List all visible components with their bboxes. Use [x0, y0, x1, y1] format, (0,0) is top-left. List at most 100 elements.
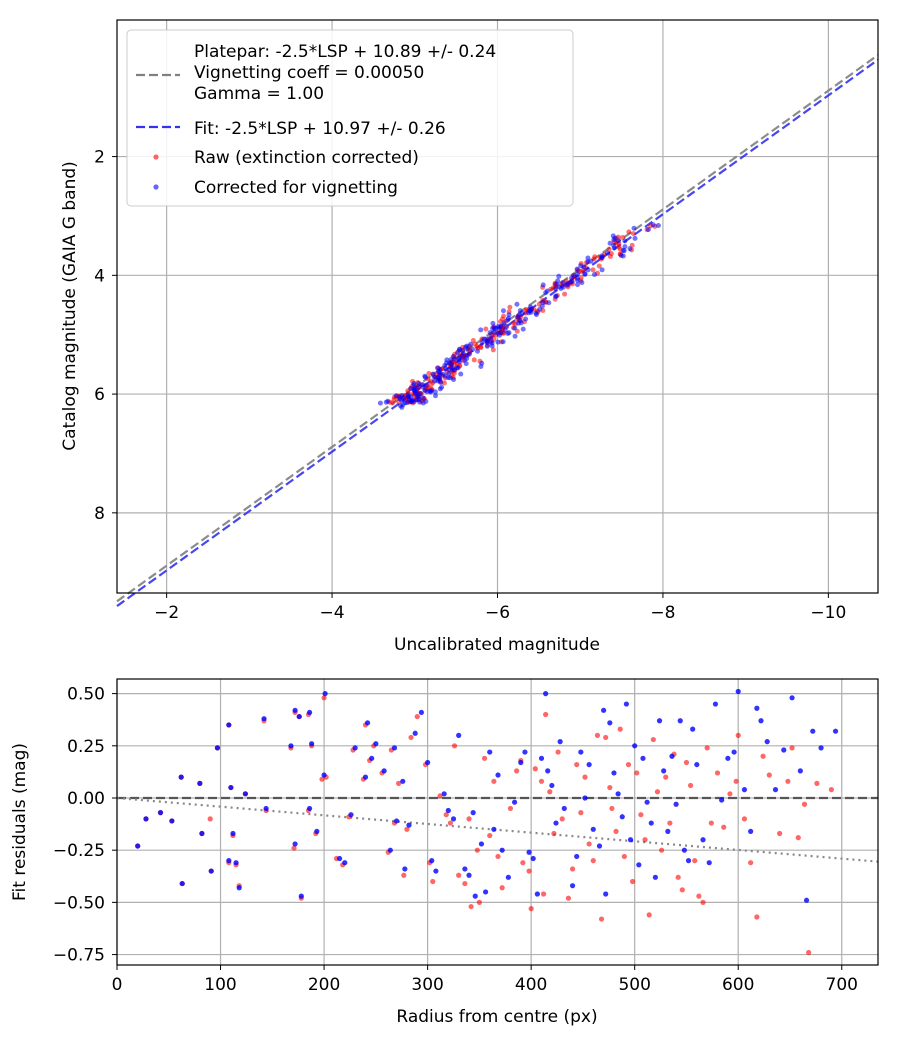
raw-residual-point	[613, 828, 619, 834]
raw-residual-point	[679, 887, 685, 893]
corrected-point	[525, 310, 531, 316]
raw-residual-point	[526, 868, 532, 874]
raw-residual-point	[704, 745, 710, 751]
corrected-residual-point	[648, 820, 654, 826]
corrected-residual-point	[425, 759, 431, 766]
raw-residual-point	[437, 793, 443, 799]
corrected-point	[599, 254, 605, 260]
corrected-residual-point	[685, 858, 692, 864]
corrected-point	[569, 279, 575, 285]
bottom-grid	[116, 679, 878, 965]
corrected-point	[446, 370, 452, 376]
corrected-point	[479, 340, 485, 346]
corrected-residual-point	[445, 807, 451, 814]
corrected-residual-point	[214, 745, 221, 751]
corrected-residual-point	[719, 797, 725, 803]
corrected-residual-point	[400, 778, 406, 784]
corrected-residual-point	[402, 866, 408, 872]
raw-residual-point	[414, 713, 420, 720]
raw-residual-point	[586, 841, 592, 847]
corrected-residual-point	[230, 830, 236, 837]
raw-residual-point	[565, 895, 572, 901]
corrected-residual-point	[169, 818, 175, 824]
bottom-scatter-points	[135, 688, 839, 956]
corrected-point	[523, 316, 529, 322]
corrected-residual-point	[226, 722, 232, 728]
raw-residual-point	[795, 835, 801, 841]
corrected-point	[631, 225, 637, 231]
raw-residual-point	[663, 774, 669, 780]
raw-residual-point	[714, 770, 721, 776]
corrected-point	[435, 365, 441, 371]
top-x-tick-label: −6	[485, 603, 510, 623]
raw-point	[630, 231, 636, 237]
corrected-residual-point	[789, 695, 795, 701]
raw-residual-point	[696, 893, 702, 899]
corrected-point	[437, 372, 443, 378]
corrected-residual-point	[364, 720, 371, 726]
corrected-point	[397, 394, 403, 400]
raw-residual-point	[594, 732, 601, 738]
raw-residual-point	[528, 906, 534, 912]
raw-residual-point	[667, 820, 673, 826]
corrected-point	[377, 400, 383, 406]
corrected-residual-point	[391, 745, 398, 751]
bottom-y-axis-label: Fit residuals (mag)	[10, 743, 30, 901]
corrected-point	[383, 399, 389, 405]
corrected-point	[427, 388, 433, 394]
top-scatter-points	[377, 222, 661, 410]
corrected-residual-point	[758, 718, 764, 724]
raw-residual-point	[466, 816, 472, 822]
raw-residual-point	[468, 903, 474, 910]
corrected-point	[599, 267, 605, 273]
corrected-point	[438, 379, 444, 385]
corrected-residual-point	[309, 741, 315, 747]
raw-residual-point	[451, 743, 458, 749]
raw-residual-point	[625, 761, 632, 768]
raw-residual-point	[487, 832, 493, 839]
corrected-residual-point	[543, 691, 549, 697]
corrected-residual-point	[818, 745, 824, 751]
corrected-residual-point	[619, 814, 625, 820]
corrected-point	[457, 346, 463, 352]
corrected-residual-point	[627, 837, 634, 843]
corrected-point	[516, 312, 522, 318]
corrected-point	[575, 282, 581, 288]
corrected-residual-point	[306, 805, 313, 812]
raw-residual-point	[721, 824, 727, 830]
corrected-residual-point	[261, 716, 267, 722]
corrected-point	[491, 330, 497, 336]
corrected-residual-point	[538, 755, 545, 761]
corrected-residual-point	[429, 858, 435, 864]
corrected-point	[655, 222, 661, 228]
corrected-point	[484, 343, 490, 349]
corrected-point	[432, 378, 438, 384]
corrected-residual-point	[393, 818, 400, 824]
corrected-residual-point	[228, 784, 234, 791]
corrected-residual-point	[694, 761, 700, 768]
raw-residual-point	[430, 878, 436, 885]
corrected-point	[411, 387, 417, 393]
corrected-point	[404, 400, 410, 406]
corrected-residual-point	[157, 810, 164, 816]
corrected-residual-point	[178, 774, 184, 780]
raw-point	[608, 251, 614, 257]
bottom-y-tick-label: −0.75	[53, 946, 105, 966]
raw-residual-point	[520, 860, 526, 866]
corrected-point	[553, 293, 559, 299]
corrected-point	[515, 320, 521, 326]
corrected-residual-point	[754, 705, 760, 711]
corrected-point	[475, 348, 481, 354]
corrected-point	[447, 375, 453, 381]
corrected-residual-point	[586, 761, 592, 768]
corrected-residual-point	[652, 874, 658, 880]
raw-residual-point	[321, 695, 327, 701]
raw-residual-point	[207, 816, 213, 822]
raw-residual-point	[462, 880, 468, 887]
raw-residual-point	[408, 734, 414, 741]
corrected-point	[409, 398, 415, 404]
raw-residual-point	[708, 820, 714, 826]
corrected-residual-point	[526, 849, 532, 855]
corrected-residual-point	[673, 801, 679, 807]
legend-corrected-label: Corrected for vignetting	[194, 178, 398, 198]
